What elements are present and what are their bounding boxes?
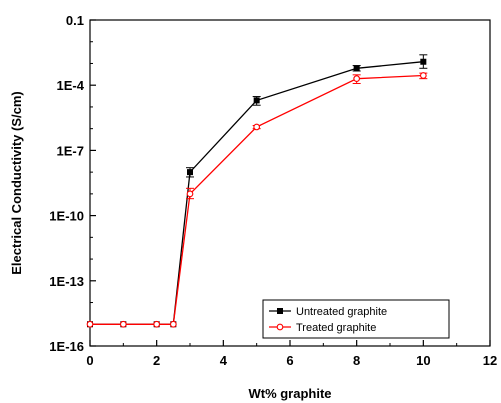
y-tick-label: 1E-10: [49, 209, 84, 224]
data-point: [153, 320, 161, 328]
data-point: [253, 97, 260, 104]
data-point: [169, 320, 177, 328]
legend-item: Treated graphite: [269, 322, 376, 334]
x-tick-label: 2: [153, 353, 160, 368]
y-axis-title: Electrical Conductivity (S/cm): [9, 91, 24, 275]
data-point: [353, 75, 361, 83]
data-point: [187, 169, 193, 176]
data-point: [86, 320, 94, 328]
x-tick-label: 6: [286, 353, 293, 368]
data-point: [420, 58, 427, 65]
data-point: [186, 190, 194, 198]
x-tick-label: 4: [220, 353, 228, 368]
data-point: [253, 123, 261, 131]
x-tick-label: 10: [416, 353, 430, 368]
legend-label: Treated graphite: [296, 322, 376, 334]
series-treated: [86, 72, 428, 328]
series-untreated: [87, 54, 428, 328]
legend-item: Untreated graphite: [269, 306, 387, 318]
x-tick-label: 0: [86, 353, 93, 368]
y-tick-label: 1E-7: [57, 143, 84, 158]
legend-marker: [277, 308, 283, 314]
y-tick-label: 1E-16: [49, 339, 84, 354]
legend-label: Untreated graphite: [296, 306, 387, 318]
y-tick-label: 1E-13: [49, 274, 84, 289]
y-tick-label: 0.1: [66, 13, 84, 28]
series-line: [90, 74, 424, 325]
legend-box: [262, 299, 450, 339]
x-tick-label: 12: [483, 353, 497, 368]
x-axis-title: Wt% graphite: [248, 386, 331, 401]
data-point: [119, 320, 127, 328]
x-tick-label: 8: [353, 353, 360, 368]
y-tick-label: 1E-4: [57, 78, 85, 93]
plot-frame: [89, 19, 491, 347]
legend-marker: [276, 323, 284, 331]
data-point: [353, 65, 360, 72]
data-point: [419, 72, 427, 79]
